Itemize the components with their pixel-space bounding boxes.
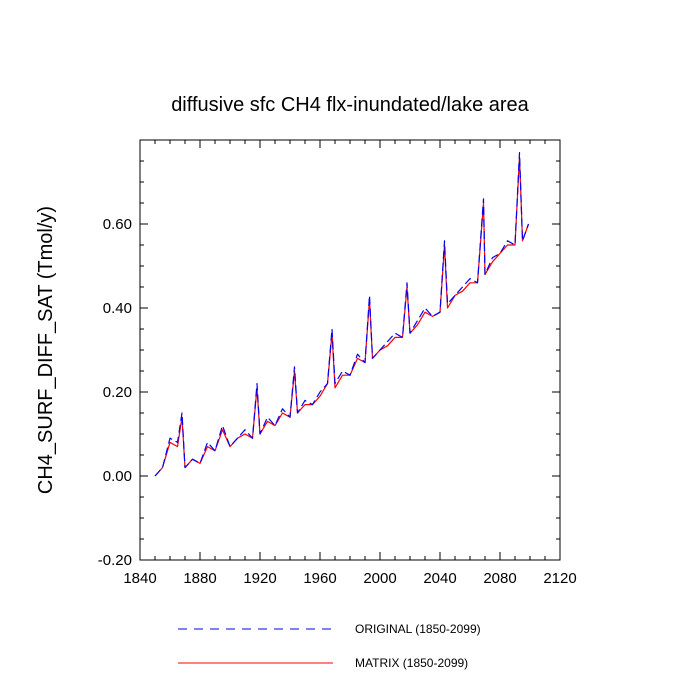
x-tick-label: 1840 — [123, 570, 156, 587]
series-line-original — [154, 152, 530, 477]
series-line-matrix — [154, 156, 530, 477]
x-tick-label: 2120 — [543, 570, 576, 587]
chart-title: diffusive sfc CH4 flx-inundated/lake are… — [171, 94, 529, 116]
series-group — [154, 152, 530, 477]
y-tick-label: 0.40 — [103, 300, 132, 317]
x-tick-label: 2080 — [483, 570, 516, 587]
x-tick-label: 1880 — [183, 570, 216, 587]
y-tick-label: 0.20 — [103, 384, 132, 401]
legend-label-matrix: MATRIX (1850-2099) — [355, 656, 468, 670]
y-tick-label: -0.20 — [98, 552, 132, 569]
y-tick-label: 0.60 — [103, 216, 132, 233]
y-axis-label: CH4_SURF_DIFF_SAT (Tmol/y) — [35, 206, 57, 494]
legend: ORIGINAL (1850-2099) MATRIX (1850-2099) — [178, 622, 481, 670]
x-tick-label: 2040 — [423, 570, 456, 587]
axes: 1840 1880 1920 1960 2000 2040 2080 2120 -0.20 0.0… — [98, 139, 577, 587]
plot-frame — [139, 139, 561, 561]
x-tick-label: 2000 — [363, 570, 396, 587]
x-tick-label: 1920 — [243, 570, 276, 587]
y-tick-label: 0.00 — [103, 468, 132, 485]
legend-label-original: ORIGINAL (1850-2099) — [355, 622, 481, 636]
x-tick-label: 1960 — [303, 570, 336, 587]
